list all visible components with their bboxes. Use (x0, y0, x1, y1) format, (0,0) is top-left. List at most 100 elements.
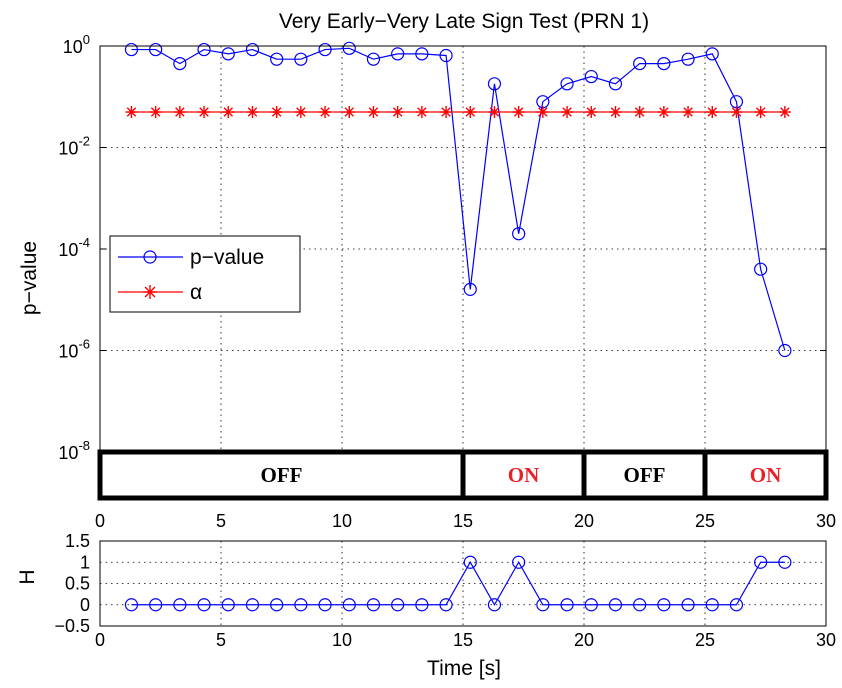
data-point (173, 598, 187, 612)
bottom-chart: H Time [s] 0 5 10 15 20 25 30 1.510.50−0.5 (16, 531, 836, 680)
y-tick-labels: 100 10-2 10-4 10-6 10-8 (58, 32, 90, 463)
data-point (270, 598, 284, 612)
x-axis-label: Time [s] (427, 657, 501, 680)
x-tick-label: 10 (332, 511, 352, 531)
data-point (730, 106, 743, 119)
y-tick-label: 1.5 (65, 531, 90, 551)
data-point (487, 77, 502, 91)
data-point (222, 106, 235, 119)
data-point (318, 598, 332, 612)
data-point (512, 106, 525, 119)
data-point (536, 106, 549, 119)
x-tick-label: 15 (453, 511, 473, 531)
data-point (560, 77, 574, 91)
legend-marker-alpha-shape-stroke (144, 286, 156, 298)
data-point (343, 106, 356, 119)
data-point-stroke (562, 107, 572, 117)
data-point (391, 598, 405, 612)
series-layer (124, 41, 792, 358)
data-point (245, 42, 260, 57)
state-bands: OFF ON OFF ON (97, 449, 829, 501)
data-point (633, 598, 647, 612)
y-tick-labels: 1.510.50−0.5 (54, 531, 90, 636)
data-point-stroke (271, 107, 282, 117)
data-point (463, 282, 477, 296)
data-point (585, 106, 598, 119)
y-tick-label: −0.5 (54, 616, 90, 636)
data-point (608, 598, 623, 612)
data-point-stroke (223, 107, 233, 117)
data-point-stroke (199, 107, 209, 117)
data-point-stroke (513, 107, 524, 117)
data-point (778, 555, 792, 569)
data-point-stroke (247, 107, 258, 117)
data-point (366, 598, 381, 612)
x-tick-label: 15 (453, 630, 473, 650)
data-point-stroke (659, 107, 669, 117)
data-point (657, 56, 671, 71)
data-point (342, 598, 356, 612)
legend-marker-p-value (143, 250, 157, 264)
data-point-stroke (150, 107, 161, 117)
grid (100, 541, 826, 626)
data-point (294, 598, 308, 612)
data-point (464, 106, 477, 119)
data-point-stroke (368, 107, 379, 117)
data-point-stroke (731, 107, 742, 117)
data-point (705, 47, 719, 61)
data-point (197, 598, 211, 612)
data-point-stroke (344, 107, 354, 117)
data-point (463, 555, 477, 569)
data-point (415, 47, 429, 61)
data-point (391, 106, 404, 119)
data-point-stroke (538, 107, 548, 117)
data-point (705, 598, 719, 612)
y-tick-label: 10-6 (58, 337, 90, 362)
data-point (778, 343, 792, 358)
data-point (682, 106, 695, 119)
data-point (221, 47, 235, 61)
data-point (706, 106, 719, 119)
data-point (754, 262, 768, 276)
data-point-stroke (586, 107, 596, 117)
data-point (754, 106, 767, 119)
data-point (584, 598, 598, 612)
data-point (681, 598, 695, 612)
data-point (415, 598, 429, 612)
data-point (149, 106, 162, 119)
data-point (584, 69, 598, 84)
data-point (657, 598, 671, 612)
y-tick-label: 10-2 (58, 134, 90, 159)
state-band-label: OFF (624, 463, 666, 487)
state-band-label: ON (508, 463, 540, 487)
data-point (681, 52, 695, 66)
data-point (488, 106, 501, 119)
state-band-label: ON (750, 463, 782, 487)
x-tick-label: 25 (695, 630, 715, 650)
x-tick-label: 10 (332, 630, 352, 650)
data-point (560, 598, 574, 612)
x-tick-labels: 0 5 10 15 20 25 30 (95, 630, 836, 650)
plot-frame (99, 540, 827, 627)
x-tick-label: 5 (216, 630, 226, 650)
data-point (318, 42, 332, 57)
data-point (125, 106, 138, 119)
x-tick-label: 5 (216, 511, 226, 531)
y-tick-label: 100 (63, 32, 90, 57)
x-tick-label: 20 (574, 511, 594, 531)
data-point-stroke (296, 107, 306, 117)
data-point (294, 106, 307, 119)
data-point (561, 106, 574, 119)
y-tick-label: 0.5 (65, 574, 90, 594)
y-tick-label: 10-4 (58, 235, 90, 260)
data-point (221, 598, 235, 612)
y-tick-label: 0 (80, 595, 90, 615)
data-point (197, 42, 211, 57)
data-point (319, 106, 332, 119)
data-point (124, 42, 139, 57)
data-point (391, 47, 405, 61)
data-point-stroke (634, 107, 645, 117)
data-point (270, 106, 283, 119)
data-point (439, 48, 453, 63)
